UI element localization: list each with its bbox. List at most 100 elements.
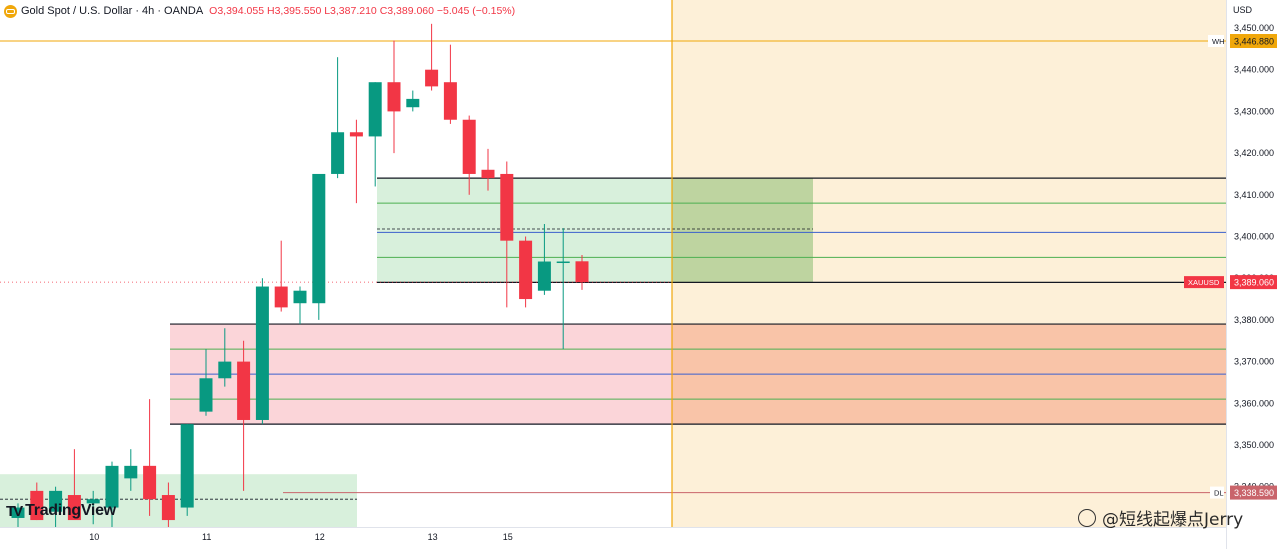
change-value: −5.045 (−0.15%) bbox=[436, 5, 516, 17]
candle bbox=[481, 148, 495, 191]
candle bbox=[67, 449, 81, 521]
candle-body bbox=[274, 286, 288, 308]
candle-body bbox=[556, 261, 570, 264]
candle bbox=[30, 482, 44, 521]
candle-body bbox=[481, 169, 495, 179]
last-price-value-bg bbox=[1230, 275, 1277, 290]
price-tick-label: 3,400.000 bbox=[1234, 232, 1274, 242]
candle bbox=[199, 349, 213, 416]
low-value: L3,387.210 bbox=[324, 5, 377, 17]
price-tick-label: 3,350.000 bbox=[1234, 440, 1274, 450]
candle bbox=[575, 255, 589, 290]
candle bbox=[519, 236, 533, 308]
candle-body bbox=[218, 361, 232, 379]
candle-body bbox=[49, 490, 63, 512]
price-tick-label: 3,420.000 bbox=[1234, 148, 1274, 158]
dl-value-bg bbox=[1230, 485, 1277, 500]
grid-lines bbox=[0, 0, 1226, 527]
candle-body bbox=[406, 98, 420, 108]
candle bbox=[387, 40, 401, 154]
candle-body bbox=[331, 132, 345, 174]
symbol-header[interactable]: Gold Spot / U.S. Dollar · 4h · OANDA O3,… bbox=[4, 3, 515, 19]
last-price-value: 3,389.060 bbox=[1234, 278, 1274, 288]
time-tick-label: 10 bbox=[89, 532, 99, 542]
candle bbox=[349, 119, 363, 204]
candle-body bbox=[86, 499, 100, 504]
candle bbox=[143, 399, 157, 516]
candle-body bbox=[349, 132, 363, 137]
symbol-tag: XAUUSD bbox=[1188, 278, 1220, 287]
candle bbox=[237, 340, 251, 491]
candle-body bbox=[368, 82, 382, 137]
wh-value: 3,446.880 bbox=[1234, 37, 1274, 47]
candle-body bbox=[30, 490, 44, 521]
candle-body bbox=[180, 424, 194, 508]
candle-body bbox=[237, 361, 251, 420]
candle bbox=[556, 228, 570, 350]
price-axis: USD 3,450.000 3,440.000 3,430.000 3,420.000 3… bbox=[1226, 0, 1280, 549]
candle-body bbox=[575, 261, 589, 283]
price-tick-label: 3,450.000 bbox=[1234, 23, 1274, 33]
projection-region bbox=[672, 0, 1226, 527]
candle-body bbox=[143, 465, 157, 500]
time-axis-bg bbox=[0, 527, 1226, 549]
price-tick-label: 3,430.000 bbox=[1234, 106, 1274, 116]
candle bbox=[161, 482, 175, 529]
candle bbox=[86, 490, 100, 525]
candle-body bbox=[462, 119, 476, 174]
candle-body bbox=[537, 261, 551, 291]
candle-body bbox=[519, 240, 533, 300]
candle bbox=[500, 161, 514, 308]
price-labels: WH 3,446.880 XAUUSD 3,389.060 DL 3,338.590 bbox=[1184, 34, 1277, 500]
candle bbox=[180, 424, 194, 516]
wh-tag: WH bbox=[1212, 37, 1225, 46]
watermark-icon bbox=[1078, 509, 1096, 527]
candle bbox=[293, 286, 307, 325]
ohlc-values: O3,394.055 H3,395.550 L3,387.210 C3,389.… bbox=[209, 5, 515, 17]
tradingview-wordmark: TradingView bbox=[25, 502, 116, 519]
candle-body bbox=[11, 507, 25, 518]
time-axis: 10 11 12 13 15 bbox=[0, 527, 1226, 549]
time-tick-label: 15 bbox=[503, 532, 513, 542]
candle-body bbox=[500, 173, 514, 241]
high-value: H3,395.550 bbox=[266, 5, 322, 17]
candle-body bbox=[105, 465, 119, 508]
price-tick-label: 3,440.000 bbox=[1234, 65, 1274, 75]
candle bbox=[49, 486, 63, 529]
wh-tag-bg bbox=[1208, 35, 1224, 48]
candle bbox=[368, 82, 382, 187]
author-watermark: @短线起爆点Jerry bbox=[1078, 505, 1243, 530]
open-value: O3,394.055 bbox=[209, 5, 265, 17]
candle-body bbox=[124, 465, 138, 479]
candle-body bbox=[425, 69, 439, 87]
dl-tag: DL bbox=[1214, 489, 1224, 498]
price-axis-unit: USD bbox=[1233, 5, 1253, 15]
candle bbox=[105, 461, 119, 529]
candle-body bbox=[67, 495, 81, 521]
price-tick-label: 3,410.000 bbox=[1234, 190, 1274, 200]
candle bbox=[462, 115, 476, 195]
price-tick-label: 3,370.000 bbox=[1234, 357, 1274, 367]
candle-body bbox=[161, 495, 175, 521]
candle bbox=[537, 223, 551, 295]
candle-body bbox=[255, 286, 269, 420]
supply-zone bbox=[377, 178, 813, 283]
candle bbox=[255, 278, 269, 425]
candle bbox=[124, 449, 138, 491]
supply-zone-overlap bbox=[672, 178, 813, 283]
dl-value: 3,338.590 bbox=[1234, 488, 1274, 498]
time-tick-label: 13 bbox=[428, 532, 438, 542]
watermark-text: @短线起爆点Jerry bbox=[1102, 510, 1244, 530]
candle bbox=[274, 240, 288, 312]
candle bbox=[425, 23, 439, 91]
candle-body bbox=[199, 378, 213, 412]
tradingview-logo[interactable]: TV TradingView bbox=[6, 502, 116, 520]
gold-coin-icon bbox=[4, 4, 17, 18]
candle bbox=[218, 328, 232, 387]
wh-value-bg bbox=[1230, 34, 1277, 49]
candles bbox=[11, 23, 589, 533]
candle-body bbox=[293, 290, 307, 304]
candle bbox=[406, 90, 420, 112]
candle-body bbox=[387, 82, 401, 112]
